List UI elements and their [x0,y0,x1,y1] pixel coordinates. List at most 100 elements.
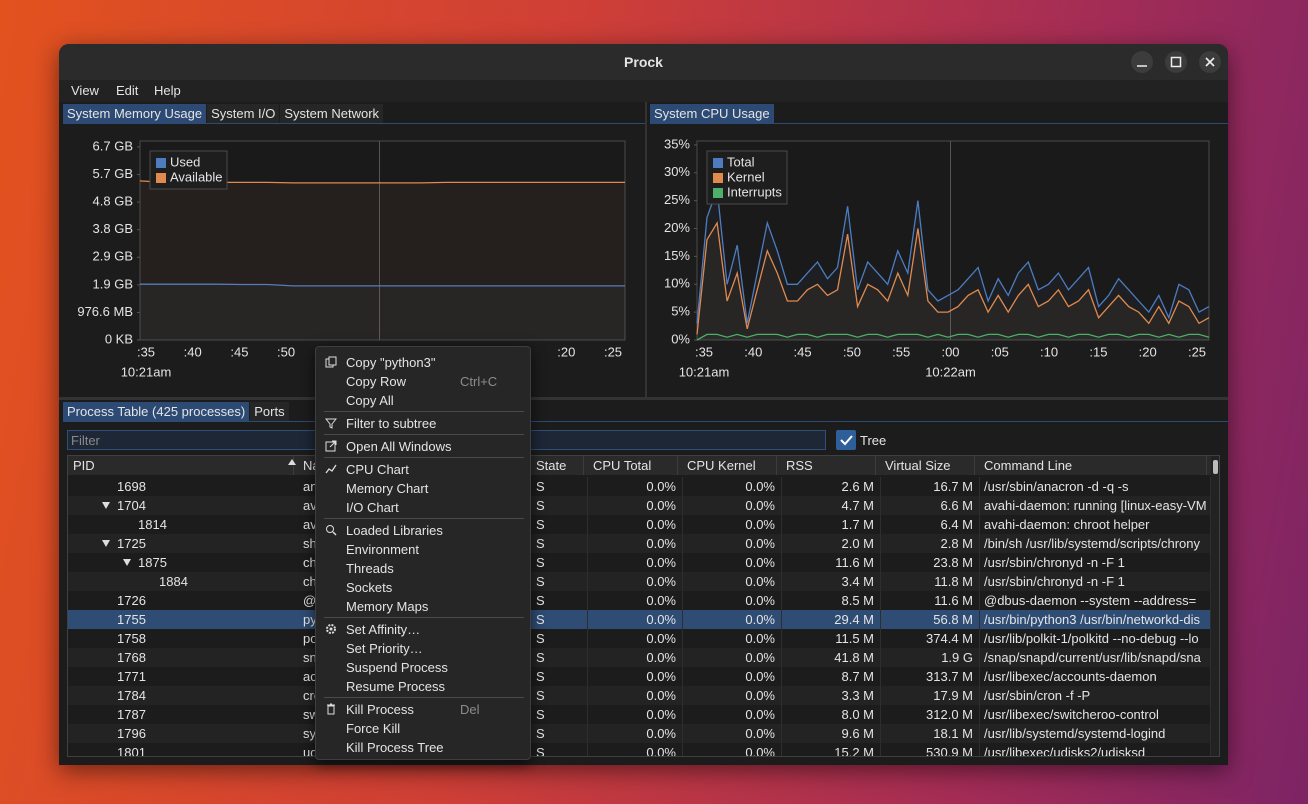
cell: 0.0% [588,572,683,591]
cell: 2.8 M [880,534,980,553]
x-tick-label: :25 [604,344,622,359]
column-header[interactable]: Command Line [979,456,1207,475]
menu-item[interactable]: Environment [346,542,419,557]
legend-swatch [156,158,166,168]
menu-item[interactable]: Threads [346,561,394,576]
tab[interactable]: System CPU Usage [650,104,774,123]
cell: 0.0% [682,743,782,756]
tab[interactable]: System Network [280,104,384,123]
series-area [697,334,1209,340]
legend-label: Total [727,154,755,169]
menu-item[interactable]: Copy "python3" [346,355,436,370]
cell: 0.0% [588,629,683,648]
menu-icon [325,464,337,474]
filter-placeholder: Filter [71,433,100,448]
menu-item[interactable]: Set Affinity… [346,622,421,637]
menu-item[interactable]: Help [154,83,181,98]
x-tick-label: :40 [184,344,202,359]
y-tick-label: 20% [664,220,690,235]
tree-checkbox[interactable] [836,430,856,450]
time-label: 10:21am [121,364,172,379]
column-header[interactable]: Virtual Size [880,456,975,475]
cell: 0.0% [682,496,782,515]
expander[interactable] [102,540,110,547]
menu-item[interactable]: Copy All [346,393,394,408]
y-tick-label: 5% [671,304,690,319]
scroll-thumb[interactable] [1213,460,1218,474]
cell: /bin/sh /usr/lib/systemd/scripts/chrony [979,534,1211,553]
menu-item[interactable]: I/O Chart [346,500,399,515]
cell: 0.0% [588,743,683,756]
menu-shortcut: Ctrl+C [460,374,498,389]
tab-strip: System CPU Usage [650,104,775,123]
x-tick-label: :20 [557,344,575,359]
cell: 1698 [117,479,146,494]
menu-item[interactable]: Suspend Process [346,660,448,675]
series-area [697,222,1209,340]
cell: /usr/sbin/cron -f -P [979,686,1211,705]
cell: /usr/libexec/switcheroo-control [979,705,1211,724]
menu-item[interactable]: Force Kill [346,721,401,736]
cell: 11.6 M [880,591,980,610]
cell: 4.7 M [781,496,881,515]
menu-item[interactable]: Sockets [346,580,393,595]
context-menu: Copy "python3" Copy Row Ctrl+C Copy All Filt… [315,346,531,760]
check-icon [840,435,853,446]
menu-item[interactable]: Kill Process Tree [346,740,444,755]
cell: 0.0% [588,686,683,705]
cell: 1758 [117,631,146,646]
maximize-button[interactable] [1165,51,1187,73]
tab[interactable]: System Memory Usage [63,104,207,123]
series-line [140,283,625,287]
minimize-button[interactable] [1131,51,1153,73]
menu-item[interactable]: Edit [116,83,139,98]
cell: 8.5 M [781,591,881,610]
column-header[interactable]: CPU Total [588,456,678,475]
tab[interactable]: Process Table (425 processes) [63,402,250,421]
column-header[interactable]: State [531,456,584,475]
menu-separator [324,697,524,698]
cell: S [531,743,588,756]
menu-icon [325,356,337,368]
menu-item[interactable]: Copy Row [346,374,406,389]
column-header[interactable]: PID [68,456,294,475]
cell: 2.6 M [781,477,881,496]
menu-item[interactable]: Kill Process [346,702,414,717]
column-header[interactable]: CPU Kernel [682,456,777,475]
expander[interactable] [102,502,110,509]
menu-item[interactable]: Open All Windows [346,439,452,454]
column-header[interactable]: RSS [781,456,876,475]
cell: 11.8 M [880,572,980,591]
cell: 0.0% [588,705,683,724]
menu-item[interactable]: Set Priority… [346,641,423,656]
tab-strip: System Memory Usage System I/O System Netw… [63,104,384,123]
tab[interactable]: System I/O [207,104,280,123]
cell: /usr/libexec/accounts-daemon [979,667,1211,686]
menu-item[interactable]: CPU Chart [346,462,409,477]
x-tick-label: :00 [941,344,959,359]
series-line [696,333,1210,341]
x-tick-label: :55 [892,344,910,359]
cell: 41.8 M [781,648,881,667]
menu-item[interactable]: Memory Maps [346,599,429,614]
cell: S [531,553,588,572]
menu-item[interactable]: Memory Chart [346,481,429,496]
tab[interactable]: Ports [250,402,289,421]
series-area [140,284,625,340]
menu-item[interactable]: View [71,83,99,98]
cell: 0.0% [588,553,683,572]
cell: /usr/lib/systemd/systemd-logind [979,724,1211,743]
menu-item[interactable]: Loaded Libraries [346,523,443,538]
y-tick-label: 3.8 GB [93,221,133,236]
x-tick-label: :20 [1139,344,1157,359]
cell: 0.0% [588,724,683,743]
menu-item[interactable]: Filter to subtree [346,416,437,431]
expander[interactable] [123,559,131,566]
cell: avahi-daemon: running [linux-easy-VM [979,496,1211,515]
x-tick-label: :25 [1188,344,1206,359]
cell: S [531,572,588,591]
cell: /usr/sbin/chronyd -n -F 1 [979,572,1211,591]
cell: S [531,591,588,610]
menu-item[interactable]: Resume Process [346,679,445,694]
